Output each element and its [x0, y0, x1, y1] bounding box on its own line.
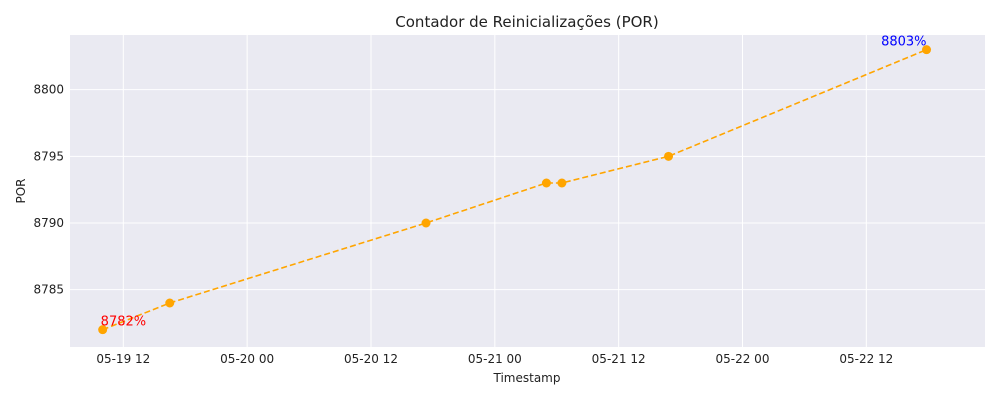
plot-area — [70, 35, 985, 347]
y-tick-label: 8800 — [33, 83, 64, 97]
x-tick-label: 05-20 12 — [344, 352, 398, 366]
grid-lines — [70, 35, 985, 347]
annotation-label: 8803% — [881, 35, 926, 50]
x-tick-label: 05-22 00 — [716, 352, 770, 366]
data-point — [165, 298, 175, 308]
data-point — [541, 178, 551, 188]
x-tick-label: 05-20 00 — [220, 352, 274, 366]
x-axis-label: Timestamp — [493, 371, 561, 385]
chart-title: Contador de Reinicializações (POR) — [395, 13, 658, 31]
y-axis-label: POR — [14, 178, 28, 203]
y-tick-label: 8795 — [33, 149, 64, 163]
data-point — [664, 151, 674, 161]
x-tick-label: 05-22 12 — [839, 352, 893, 366]
x-tick-label: 05-19 12 — [96, 352, 150, 366]
annotations: 8782% 8803% — [101, 35, 927, 330]
data-point — [557, 178, 567, 188]
tick-labels: 05-19 12 05-20 00 05-20 12 05-21 00 05-21 12… — [33, 83, 893, 366]
x-tick-label: 05-21 12 — [592, 352, 646, 366]
data-point — [98, 325, 108, 335]
series-layer — [98, 45, 932, 335]
y-tick-label: 8790 — [33, 216, 64, 230]
x-tick-label: 05-21 00 — [468, 352, 522, 366]
data-point — [421, 218, 431, 228]
y-tick-label: 8785 — [33, 283, 64, 297]
data-point — [922, 45, 932, 55]
annotation-label: 8782% — [101, 315, 146, 330]
